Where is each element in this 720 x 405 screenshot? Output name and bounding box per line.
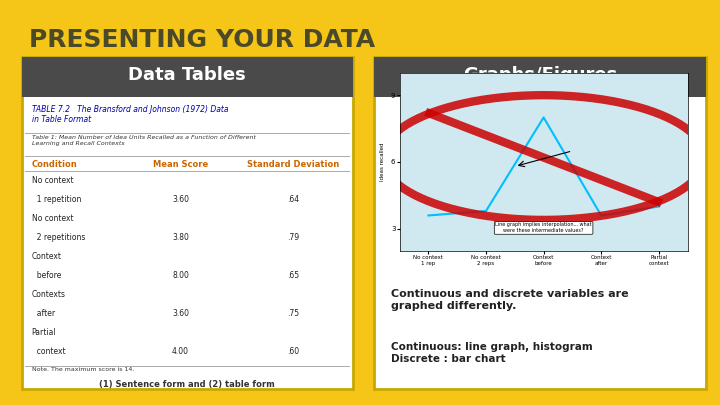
Text: 2 repetitions: 2 repetitions [32,233,85,242]
Text: Table 1: Mean Number of Idea Units Recalled as a Function of Different
Learning : Table 1: Mean Number of Idea Units Recal… [32,135,256,145]
Text: 8.00: 8.00 [172,271,189,280]
Text: (1) Sentence form and (2) table form: (1) Sentence form and (2) table form [99,381,275,390]
Text: PRESENTING YOUR DATA: PRESENTING YOUR DATA [29,28,375,52]
Text: .79: .79 [287,233,300,242]
Text: after: after [32,309,55,318]
Y-axis label: Ideas recalled: Ideas recalled [380,143,385,181]
Text: Contexts: Contexts [32,290,66,299]
Text: No context: No context [32,214,73,223]
Text: Data Tables: Data Tables [128,66,246,84]
Text: Condition: Condition [32,160,77,169]
Text: 3.60: 3.60 [172,309,189,318]
FancyBboxPatch shape [22,57,353,389]
Text: Context: Context [32,252,61,261]
Text: 4.00: 4.00 [172,347,189,356]
Text: Graphs/Figures: Graphs/Figures [463,66,617,84]
Text: Note. The maximum score is 14.: Note. The maximum score is 14. [32,367,134,372]
Text: .65: .65 [287,271,300,280]
Text: .64: .64 [287,195,300,204]
FancyBboxPatch shape [374,57,706,96]
Text: TABLE 7.2   The Bransford and Johnson (1972) Data
in Table Format: TABLE 7.2 The Bransford and Johnson (197… [32,105,228,124]
FancyBboxPatch shape [22,57,353,96]
Text: .60: .60 [287,347,300,356]
Text: context: context [32,347,66,356]
Text: Continuous: line graph, histogram
Discrete : bar chart: Continuous: line graph, histogram Discre… [391,342,593,364]
FancyBboxPatch shape [374,57,706,389]
Text: Partial: Partial [32,328,56,337]
Text: Line graph implies interpolation... what
were these intermediate values?: Line graph implies interpolation... what… [495,222,592,233]
Text: 1 repetition: 1 repetition [32,195,81,204]
Text: 3.60: 3.60 [172,195,189,204]
Text: before: before [32,271,61,280]
Text: .75: .75 [287,309,300,318]
Text: Mean Score: Mean Score [153,160,208,169]
Text: Continuous and discrete variables are
graphed differently.: Continuous and discrete variables are gr… [391,289,629,311]
Text: No context: No context [32,176,73,185]
Text: Standard Deviation: Standard Deviation [247,160,339,169]
Text: 3.80: 3.80 [172,233,189,242]
